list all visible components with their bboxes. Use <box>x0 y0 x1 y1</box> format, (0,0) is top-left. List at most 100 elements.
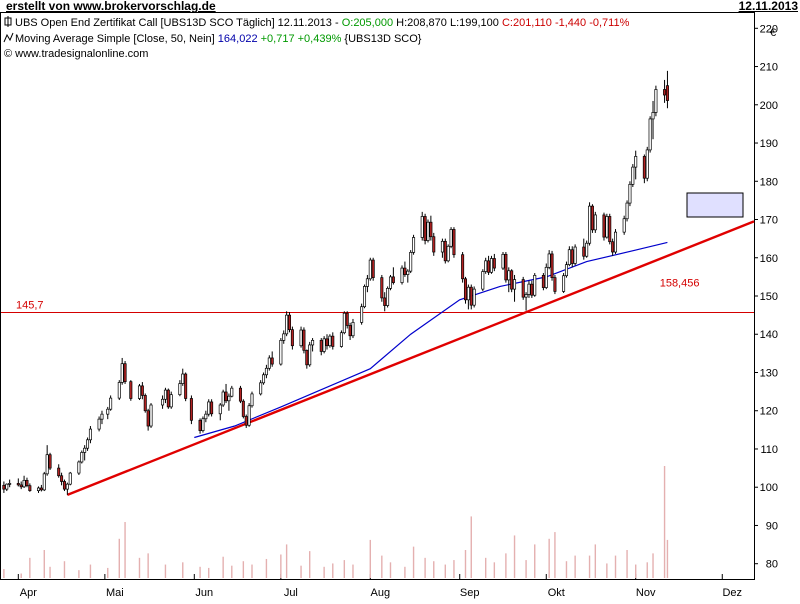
candle-body <box>602 214 606 238</box>
candle <box>466 284 470 310</box>
trendline[interactable] <box>66 220 755 496</box>
candle <box>501 252 505 270</box>
price-box-annotation[interactable] <box>686 192 744 218</box>
candle <box>365 274 369 293</box>
candle <box>302 327 306 354</box>
sma50-line[interactable] <box>194 241 668 439</box>
candle <box>305 349 309 369</box>
candle <box>570 246 574 268</box>
candle <box>227 393 231 411</box>
candle <box>614 229 618 254</box>
candle <box>547 250 551 270</box>
candle-body <box>391 276 395 283</box>
candle <box>507 267 511 293</box>
candle-body <box>227 395 231 402</box>
candle-body <box>267 357 271 369</box>
candle-body <box>60 475 64 482</box>
candle <box>42 471 46 492</box>
candle-body <box>564 264 568 277</box>
candle <box>611 238 615 256</box>
candle-body <box>446 245 450 262</box>
candle <box>602 212 606 241</box>
candle <box>472 286 476 308</box>
y-unit-label: € <box>770 27 776 39</box>
candle <box>129 380 133 401</box>
candle-body <box>221 391 225 406</box>
candle <box>452 227 456 258</box>
candle-body <box>146 410 150 427</box>
candle-body <box>585 242 589 257</box>
candle <box>582 238 586 260</box>
candle <box>267 355 271 371</box>
candle-body <box>106 408 110 415</box>
candle-body <box>614 231 618 253</box>
candle-body <box>363 286 367 308</box>
candle <box>189 395 193 425</box>
candle-body <box>371 259 375 278</box>
candle <box>429 215 433 241</box>
candle <box>409 250 413 274</box>
candle <box>426 219 430 243</box>
candle <box>541 273 545 291</box>
candle <box>83 445 87 461</box>
y-axis: 80 90 100 110 120 130 140 150 160 170 180 190 200 210… <box>754 23 778 571</box>
candle <box>371 257 375 281</box>
candle <box>109 395 113 411</box>
candle <box>605 213 609 239</box>
candle-body <box>466 286 470 301</box>
y-tick-label: 90 <box>766 520 778 532</box>
candle <box>510 269 514 293</box>
candlesticks <box>2 70 669 495</box>
candle <box>146 408 150 431</box>
candle <box>238 385 242 404</box>
candle-body <box>308 344 312 366</box>
candle-body <box>238 387 242 402</box>
legend-series-name: UBS Open End Zertifikat Call [UBS13D SCO… <box>15 17 342 29</box>
candle-body <box>143 395 147 412</box>
candle <box>573 244 577 266</box>
candle <box>524 292 528 311</box>
candle-body <box>449 229 453 247</box>
y-tick-label: 170 <box>760 215 778 227</box>
candle <box>461 252 465 283</box>
candle-body <box>288 314 292 331</box>
candle-body <box>665 85 669 101</box>
candle-body <box>331 335 335 347</box>
candle-body <box>65 483 69 490</box>
candle <box>553 274 557 295</box>
candle-body <box>611 241 615 253</box>
candle-body <box>285 314 289 335</box>
candle <box>244 414 248 428</box>
candle-body <box>469 286 473 306</box>
candle-body <box>521 279 525 298</box>
candle <box>631 164 635 188</box>
candle <box>149 403 153 428</box>
candle <box>608 213 612 245</box>
candle-body <box>550 253 554 278</box>
candle <box>360 303 364 325</box>
candle <box>264 364 268 379</box>
candle <box>25 477 29 488</box>
candle <box>550 250 554 281</box>
candle <box>380 274 384 302</box>
candle-body <box>388 276 392 289</box>
candle-body <box>608 216 612 243</box>
candle-body <box>461 254 465 280</box>
candle-body <box>533 274 537 296</box>
candle <box>651 100 655 140</box>
candle <box>348 322 352 340</box>
candle <box>345 311 349 329</box>
candle <box>60 472 64 486</box>
candle-body <box>189 398 193 421</box>
candle-body <box>501 253 505 269</box>
x-tick-label: Aug <box>370 587 390 599</box>
candle-body <box>250 393 254 407</box>
candle <box>423 213 427 245</box>
candle <box>527 280 531 298</box>
candle-body <box>588 205 592 244</box>
candle <box>198 418 202 434</box>
candle-body <box>605 216 609 238</box>
candle <box>241 399 245 419</box>
candle-body <box>654 89 658 113</box>
candle-body <box>2 484 6 490</box>
